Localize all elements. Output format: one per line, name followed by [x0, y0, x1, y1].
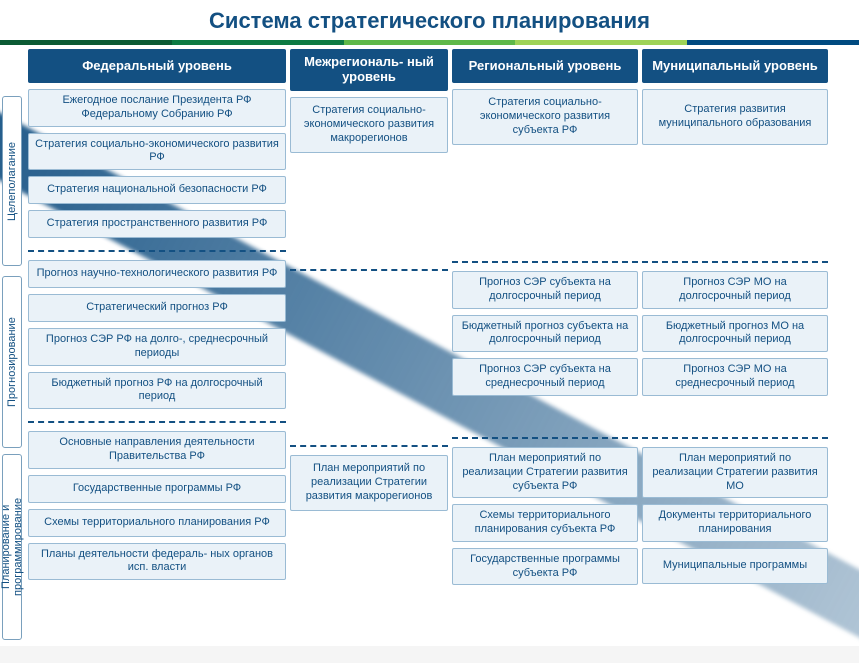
accent-seg: [172, 40, 344, 45]
cell: Прогноз СЭР МО на долгосрочный период: [642, 271, 828, 309]
cell: Стратегия социально-экономического разви…: [452, 89, 638, 145]
accent-seg: [344, 40, 516, 45]
grid: Федеральный уровень Ежегодное послание П…: [28, 49, 855, 639]
cell: Бюджетный прогноз РФ на долгосрочный пер…: [28, 372, 286, 410]
cell: Схемы территориального планирования РФ: [28, 509, 286, 537]
accent-seg: [0, 40, 172, 45]
row-label-plan: Планирование и программирование: [2, 454, 22, 640]
group-interreg-forecast: [290, 279, 448, 437]
row-divider: [452, 437, 638, 439]
row-divider: [290, 269, 448, 271]
cell: Бюджетный прогноз субъекта на долгосрочн…: [452, 315, 638, 353]
accent-seg: [515, 40, 687, 45]
row-divider: [290, 445, 448, 447]
group-municipal-goal: Стратегия развития муниципального образо…: [642, 89, 828, 253]
group-federal-forecast: Прогноз научно-технологического развития…: [28, 260, 286, 413]
row-label-column: Целеполагание Прогнозирование Планирован…: [2, 50, 28, 640]
matrix: Федеральный уровень Ежегодное послание П…: [0, 45, 859, 643]
cell: Прогноз СЭР МО на среднесрочный период: [642, 358, 828, 396]
group-regional-goal: Стратегия социально-экономического разви…: [452, 89, 638, 253]
cell: Прогноз научно-технологического развития…: [28, 260, 286, 288]
group-interreg-plan: План мероприятий по реализации Стратегии…: [290, 455, 448, 515]
row-divider: [642, 261, 828, 263]
col-header-regional: Региональный уровень: [452, 49, 638, 83]
cell: Стратегия социально-экономического разви…: [28, 133, 286, 171]
cell: Стратегия социально-экономического разви…: [290, 97, 448, 153]
row-divider: [28, 421, 286, 423]
cell: Прогноз СЭР субъекта на долгосрочный пер…: [452, 271, 638, 309]
cell: Бюджетный прогноз МО на долгосрочный пер…: [642, 315, 828, 353]
group-municipal-plan: План мероприятий по реализации Стратегии…: [642, 447, 828, 588]
col-header-federal: Федеральный уровень: [28, 49, 286, 83]
row-divider: [452, 261, 638, 263]
cell: Муниципальные программы: [642, 548, 828, 584]
title-bar: Система стратегического планирования: [0, 0, 859, 40]
cell: Стратегия пространственного развития РФ: [28, 210, 286, 238]
accent-seg: [687, 40, 859, 45]
cell: Основные направления деятельности Правит…: [28, 431, 286, 469]
row-label-goal: Целеполагание: [2, 96, 22, 266]
col-municipal: Муниципальный уровень Стратегия развития…: [642, 49, 828, 639]
cell: Стратегия национальной безопасности РФ: [28, 176, 286, 204]
col-federal: Федеральный уровень Ежегодное послание П…: [28, 49, 286, 639]
group-interreg-goal: Стратегия социально-экономического разви…: [290, 97, 448, 261]
page-title: Система стратегического планирования: [0, 8, 859, 34]
cell: Государственные программы РФ: [28, 475, 286, 503]
accent-stripe: [0, 40, 859, 45]
row-label-forecast: Прогнозирование: [2, 276, 22, 448]
col-header-interregional: Межрегиональ- ный уровень: [290, 49, 448, 91]
cell: Планы деятельности федераль- ных органов…: [28, 543, 286, 581]
cell: Государственные программы субъекта РФ: [452, 548, 638, 586]
cell: План мероприятий по реализации Стратегии…: [642, 447, 828, 498]
cell: План мероприятий по реализации Стратегии…: [452, 447, 638, 498]
cell: Прогноз СЭР субъекта на среднесрочный пе…: [452, 358, 638, 396]
group-regional-forecast: Прогноз СЭР субъекта на долгосрочный пер…: [452, 271, 638, 429]
col-regional: Региональный уровень Стратегия социально…: [452, 49, 638, 639]
row-divider: [28, 250, 286, 252]
cell: Ежегодное послание Президента РФ Федерал…: [28, 89, 286, 127]
col-interregional: Межрегиональ- ный уровень Стратегия соци…: [290, 49, 448, 639]
cell: Стратегический прогноз РФ: [28, 294, 286, 322]
cell: Стратегия развития муниципального образо…: [642, 89, 828, 145]
cell: Прогноз СЭР РФ на долго-, среднесрочный …: [28, 328, 286, 366]
group-federal-plan: Основные направления деятельности Правит…: [28, 431, 286, 584]
group-federal-goal: Ежегодное послание Президента РФ Федерал…: [28, 89, 286, 242]
cell: Документы территориального планирования: [642, 504, 828, 542]
col-header-municipal: Муниципальный уровень: [642, 49, 828, 83]
cell: Схемы территориального планирования субъ…: [452, 504, 638, 542]
group-regional-plan: План мероприятий по реализации Стратегии…: [452, 447, 638, 589]
cell: План мероприятий по реализации Стратегии…: [290, 455, 448, 511]
row-divider: [642, 437, 828, 439]
group-municipal-forecast: Прогноз СЭР МО на долгосрочный период Бю…: [642, 271, 828, 429]
